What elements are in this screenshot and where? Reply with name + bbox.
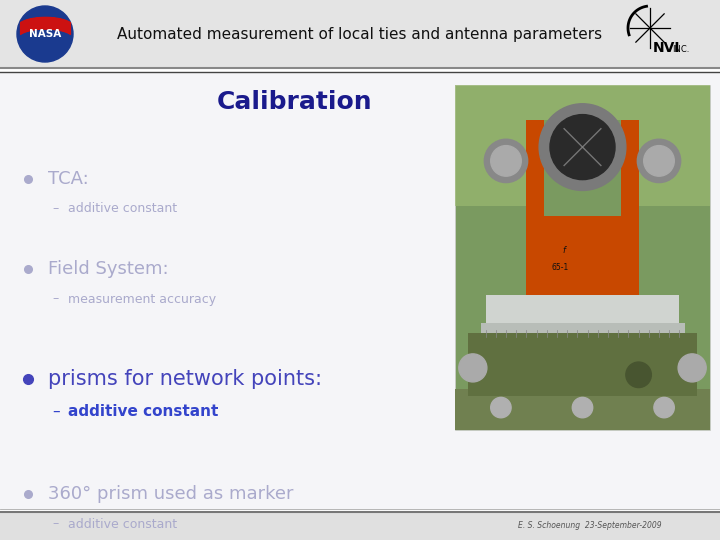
Circle shape [17,6,73,62]
Text: prisms for network points:: prisms for network points: [48,369,322,389]
Text: Field System:: Field System: [48,260,168,278]
Bar [0,512,720,540]
Circle shape [572,397,593,418]
Text: NASA: NASA [29,29,61,39]
Circle shape [485,139,528,183]
Text: INC.: INC. [672,44,689,53]
Text: Automated measurement of local ties and antenna parameters: Automated measurement of local ties and … [117,26,603,42]
Bar [526,119,639,309]
Text: additive constant: additive constant [68,517,177,530]
Bar [0,0,720,68]
Text: additive constant: additive constant [68,403,218,418]
Bar [544,119,621,216]
Bar [0,72,720,509]
Text: measurement accuracy: measurement accuracy [68,293,216,306]
Bar [455,389,710,430]
Text: additive constant: additive constant [68,202,177,215]
Bar [485,295,680,330]
Bar [455,85,710,206]
Circle shape [491,146,521,176]
Circle shape [644,146,675,176]
Text: –: – [52,202,58,215]
Bar [480,323,685,340]
Text: 65-1: 65-1 [552,264,569,272]
Circle shape [539,104,626,191]
Text: –: – [52,403,60,418]
Text: E. S. Schoenung  23-September-2009: E. S. Schoenung 23-September-2009 [518,522,662,530]
Circle shape [637,139,680,183]
Bar [468,333,697,395]
Text: f: f [562,246,565,255]
Circle shape [654,397,675,418]
Circle shape [459,354,487,382]
Circle shape [491,397,511,418]
Text: –: – [52,293,58,306]
Text: 360° prism used as marker: 360° prism used as marker [48,485,294,503]
Circle shape [550,114,615,180]
Text: Calibration: Calibration [217,90,373,114]
Text: NVI: NVI [653,41,680,55]
Text: –: – [52,517,58,530]
Circle shape [678,354,706,382]
Circle shape [626,362,652,388]
Text: TCA:: TCA: [48,170,89,188]
Bar [455,85,710,430]
